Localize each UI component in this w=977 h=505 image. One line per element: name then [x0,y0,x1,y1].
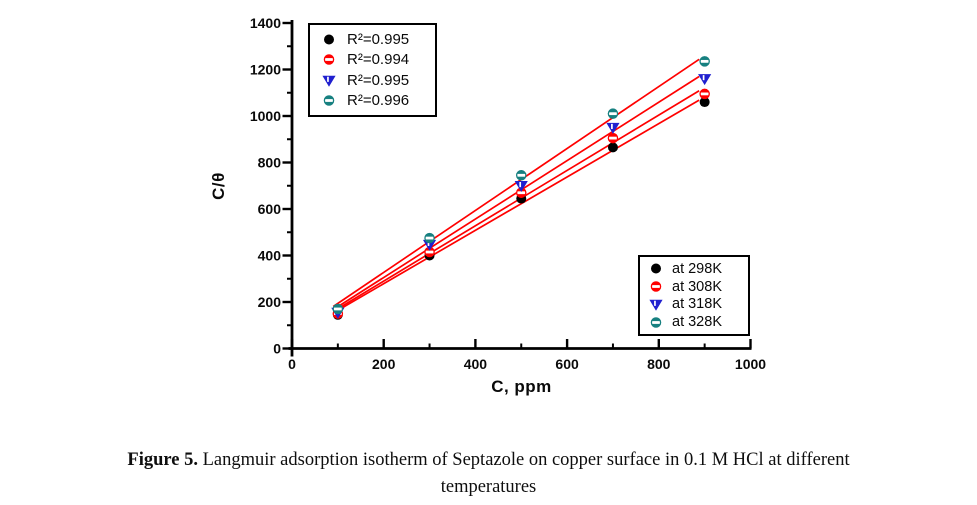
legend-series-row: at 298K [647,261,746,277]
half-circle-marker-icon [647,280,665,293]
data-point-marker [698,74,712,86]
x-tick-label: 0 [288,356,296,372]
y-tick-label: 1000 [250,108,281,124]
x-tick-label: 400 [464,356,488,372]
data-point-marker [324,34,334,45]
y-tick-label: 800 [258,155,282,171]
r2-label: R²=0.995 [347,71,410,89]
y-tick-label: 1200 [250,62,281,78]
r2-label: R²=0.996 [347,91,410,109]
data-point-marker [607,142,618,153]
circle-marker-icon [647,262,665,275]
data-point-marker [699,88,710,100]
circle-marker-icon [320,33,338,46]
x-tick-label: 600 [555,356,579,372]
series-label: at 328K [672,314,722,331]
data-point-marker [323,95,335,106]
x-tick-label: 200 [372,356,396,372]
data-point-marker [322,75,336,87]
y-tick-label: 200 [258,294,282,310]
legend-r2-row: R²=0.995 [320,72,431,89]
data-point-marker [607,132,619,144]
data-point-marker [650,281,662,292]
data-point-marker [607,108,619,119]
y-tick-label: 600 [258,201,282,217]
legend-r2: R²=0.995 R²=0.994 R²=0.995 R²=0.996 [308,23,437,117]
data-point-marker [516,170,527,181]
data-point-marker [699,56,710,67]
fit-line [332,99,700,314]
legend-series-row: at 308K [647,279,746,295]
data-point-marker [606,122,620,134]
half-circle-marker-icon [320,53,338,66]
x-axis-title: C, ppm [491,377,552,396]
data-point-marker [699,97,710,108]
legend-series-row: at 328K [647,314,746,330]
figure-caption: Figure 5. Langmuir adsorption isotherm o… [0,447,977,501]
data-point-marker [424,232,435,244]
legend-r2-row: R²=0.995 [320,31,431,48]
data-point-marker [651,263,661,274]
series-label: at 318K [672,296,722,313]
x-tick-label: 800 [647,356,671,372]
x-tick-label: 1000 [735,356,766,372]
plot-svg: 0 200 400 600 800 1000 1200 1400 0 200 400 600 800 10… [250,15,766,372]
r2-label: R²=0.995 [347,31,410,49]
fit-line [332,89,700,313]
legend-r2-row: R²=0.996 [320,92,431,109]
data-point-marker [323,54,335,66]
caption-line1: Langmuir adsorption isotherm of Septazol… [197,450,850,470]
data-point-marker [649,299,663,311]
legend-temperatures: at 298K at 308K at 318K at 328K [638,255,750,336]
data-point-marker [514,181,528,193]
data-point-marker [332,303,344,315]
y-axis-title: C/θ [209,172,228,200]
series-label: at 308K [672,278,722,295]
y-tick-label: 400 [258,248,282,264]
half-circle-marker-icon [320,94,338,107]
half-circle-marker-icon [647,316,665,329]
data-point-marker [650,316,662,328]
caption-line2: temperatures [440,477,537,497]
y-tick-label: 0 [273,341,281,357]
r2-label: R²=0.994 [347,51,410,69]
series-label: at 298K [672,260,722,277]
legend-series-row: at 318K [647,296,746,312]
triangle-marker-icon [647,298,665,311]
triangle-marker-icon [320,74,338,87]
y-tick-label: 1400 [250,15,281,31]
legend-r2-row: R²=0.994 [320,51,431,68]
figure-label: Figure 5. [127,450,198,470]
langmuir-isotherm-chart: 0 200 400 600 800 1000 1200 1400 0 200 400 600 800 10… [209,15,766,396]
